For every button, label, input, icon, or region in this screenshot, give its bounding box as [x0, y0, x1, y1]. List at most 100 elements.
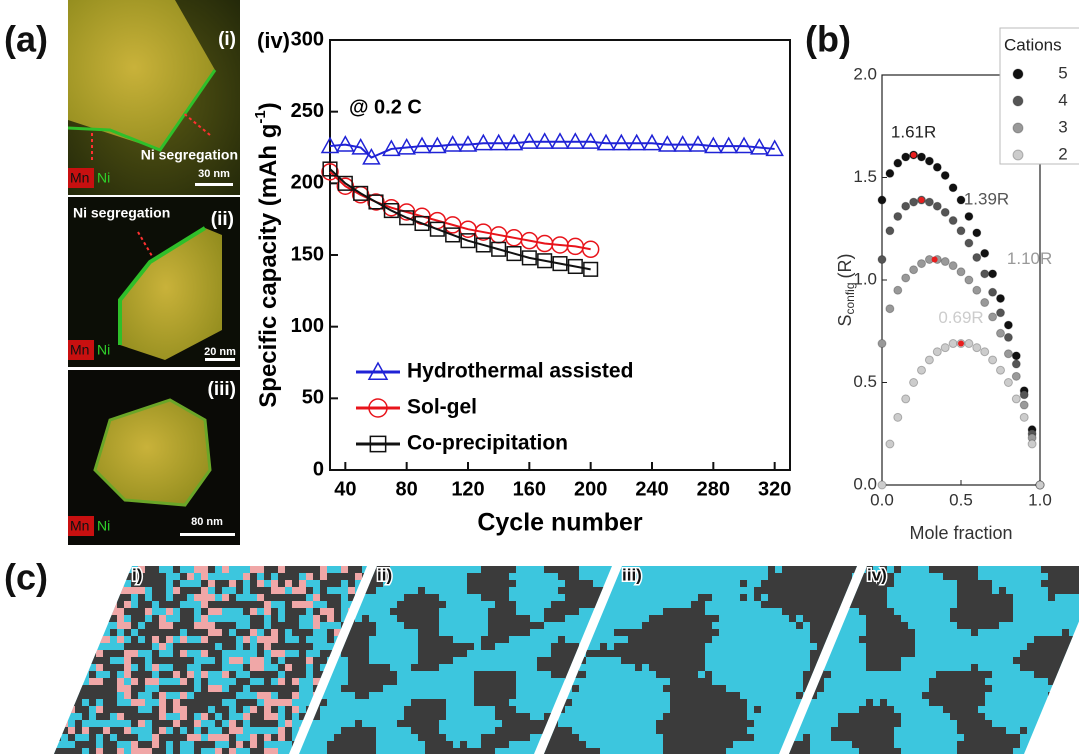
lattice-cell [768, 587, 775, 594]
lattice-cell [670, 664, 677, 671]
point [1019, 400, 1029, 410]
lattice-cell [719, 727, 726, 734]
marker [474, 133, 493, 151]
marker [429, 221, 445, 237]
lattice-cell [229, 720, 236, 727]
lattice-cell [572, 601, 579, 608]
marker [445, 227, 461, 243]
lattice-cell [201, 713, 208, 720]
lattice-cell [642, 643, 649, 650]
lattice-cell [964, 741, 971, 748]
lattice-cell [187, 671, 194, 678]
lattice-cell [376, 580, 383, 587]
lattice-cell [432, 664, 439, 671]
lattice-cell [299, 713, 306, 720]
lattice-cell [75, 566, 82, 573]
lattice-cell [187, 622, 194, 629]
lattice-cell [362, 678, 369, 685]
lattice-cell [502, 580, 509, 587]
lattice-cell [1006, 608, 1013, 615]
lattice-cell [180, 734, 187, 741]
lattice-cell [831, 601, 838, 608]
lattice-cell [285, 692, 292, 699]
point [988, 355, 998, 365]
lattice-cell [271, 643, 278, 650]
lattice-cell [705, 734, 712, 741]
lattice-cell [1013, 657, 1020, 664]
lattice-cell [222, 643, 229, 650]
lattice-cell [670, 720, 677, 727]
lattice-cell [131, 587, 138, 594]
lattice-cell [810, 692, 817, 699]
lattice-cell [96, 573, 103, 580]
lattice-cell [691, 678, 698, 685]
lattice-cell [838, 594, 845, 601]
lattice-cell [712, 629, 719, 636]
lattice-cell [117, 734, 124, 741]
lattice-cell [712, 692, 719, 699]
lattice-cell [768, 566, 775, 573]
particle [68, 0, 215, 150]
lattice-cell [838, 587, 845, 594]
lattice-cell [656, 727, 663, 734]
lattice-cell [999, 594, 1006, 601]
lattice-cell [369, 734, 376, 741]
lattice-cell [663, 636, 670, 643]
lattice-cell [425, 664, 432, 671]
lattice-cell [96, 727, 103, 734]
arrow [181, 111, 211, 136]
lattice-cell [1034, 636, 1041, 643]
lattice-cell [257, 594, 264, 601]
lattice-cell [817, 636, 824, 643]
lattice-cell [978, 741, 985, 748]
marker [581, 240, 600, 259]
lattice-cell [880, 629, 887, 636]
point [964, 339, 974, 349]
lattice-cell [495, 566, 502, 573]
y-axis-label-sub: config [843, 282, 857, 314]
lattice-cell [719, 741, 726, 748]
lattice-cell [432, 622, 439, 629]
lattice-cell [859, 748, 866, 754]
lattice-cell [726, 727, 733, 734]
lattice-cell [236, 601, 243, 608]
lattice-cell [89, 587, 96, 594]
lattice-cell [432, 713, 439, 720]
lattice-cell [285, 699, 292, 706]
lattice-cell [292, 580, 299, 587]
lattice-cell [656, 671, 663, 678]
legend-marker [1012, 149, 1024, 161]
lattice-cell [1062, 657, 1069, 664]
simulation-label: ii) [377, 565, 392, 584]
x-tick-label: 40 [334, 478, 356, 500]
lattice-cell [866, 664, 873, 671]
lattice-cell [950, 671, 957, 678]
lattice-cell [1041, 566, 1048, 573]
lattice-cell [285, 678, 292, 685]
annotation: Ni segregation [141, 147, 238, 163]
lattice-cell [481, 671, 488, 678]
lattice-cell [341, 734, 348, 741]
lattice-cell [215, 601, 222, 608]
lattice-cell [880, 713, 887, 720]
lattice-cell [530, 727, 537, 734]
lattice-cell [1041, 720, 1048, 727]
element-key [68, 516, 94, 536]
lattice-cell [873, 727, 880, 734]
lattice-cell [810, 657, 817, 664]
lattice-cell [866, 622, 873, 629]
lattice-cell [929, 678, 936, 685]
lattice-cell [558, 741, 565, 748]
lattice-cell [670, 650, 677, 657]
lattice-cell [432, 636, 439, 643]
point [996, 328, 1005, 338]
lattice-cell [502, 608, 509, 615]
scale-label: 80 nm [191, 516, 223, 528]
lattice-cell [572, 664, 579, 671]
point [885, 226, 895, 236]
lattice-cell [138, 699, 145, 706]
lattice-cell [327, 594, 334, 601]
lattice-cell [369, 629, 376, 636]
lattice-cell [642, 636, 649, 643]
lattice-cell [866, 657, 873, 664]
